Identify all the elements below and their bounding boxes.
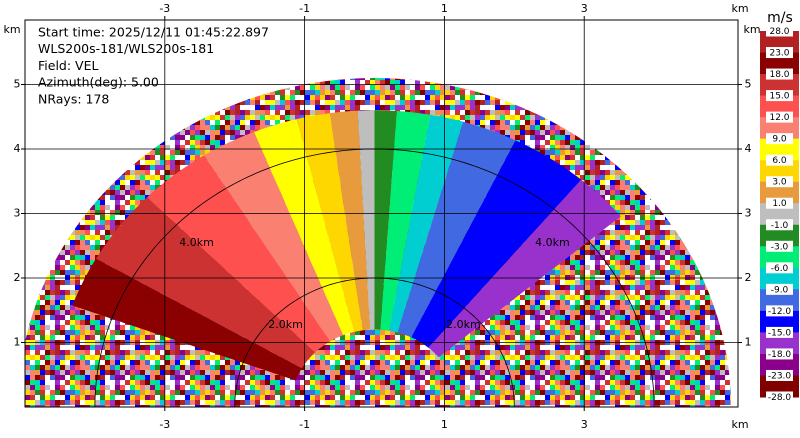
- colorbar-label-box: [766, 262, 793, 274]
- colorbar-label: -3.0: [771, 242, 789, 252]
- colorbar-label: -15.0: [768, 328, 792, 338]
- info-line: NRays: 178: [38, 91, 109, 106]
- info-line: Azimuth(deg): 5.00: [38, 75, 159, 90]
- colorbar-label: -23.0: [768, 371, 792, 381]
- y-tick-label: 2: [14, 271, 21, 284]
- colorbar-label: -9.0: [771, 285, 789, 295]
- velocity-sector: [254, 119, 355, 336]
- colorbar-label-box: [766, 305, 793, 317]
- colorbar-label-box: [766, 369, 793, 381]
- velocity-sector: [374, 110, 397, 330]
- velocity-sector: [428, 179, 621, 358]
- colorbar-label: 15.0: [769, 92, 789, 102]
- x-tick-label: 1: [441, 418, 448, 431]
- velocity-sector: [147, 155, 331, 353]
- velocity-sector: [380, 111, 431, 331]
- colorbar-label: 12.0: [769, 113, 789, 123]
- x-axis-label: km: [731, 418, 748, 431]
- colorbar-label-box: [766, 240, 793, 252]
- colorbar-label-box: [766, 47, 793, 59]
- y-tick-label: 2: [745, 271, 752, 284]
- velocity-sector: [357, 110, 375, 330]
- velocity-sector: [96, 197, 316, 369]
- colorbar-label-box: [766, 176, 793, 188]
- ring-label: 2.0km: [268, 318, 303, 331]
- axes: 2.0km 2.0km 4.0km 4.0km -3 -3 -1 -1 1 1 3 3 1 1 2 2 3 3 4 4…: [3, 2, 799, 431]
- velocity-sector: [397, 121, 516, 338]
- info-line: WLS200s-181/WLS200s-181: [38, 41, 214, 56]
- y-tick-label: 3: [745, 207, 752, 220]
- x-tick-label: 3: [581, 2, 588, 15]
- colorbar-label: -6.0: [771, 264, 789, 274]
- colorbar-label: 1.0: [772, 199, 787, 209]
- colorbar-label-box: [766, 68, 793, 80]
- colorbar-label-box: [766, 154, 793, 166]
- x-tick-label: -3: [159, 2, 170, 15]
- colorbar-label: 18.0: [769, 70, 789, 80]
- x-tick-label: -1: [299, 418, 310, 431]
- x-axis-label: km: [731, 2, 748, 15]
- ring-label: 4.0km: [535, 236, 570, 249]
- plot-frame: [24, 19, 739, 408]
- colorbar-label: -18.0: [768, 350, 792, 360]
- ring-label: 2.0km: [446, 318, 481, 331]
- colorbar-label-box: [766, 283, 793, 295]
- velocity-sector: [296, 113, 363, 332]
- y-axis-label: km: [743, 23, 760, 36]
- ring-label: 4.0km: [179, 236, 214, 249]
- velocity-sector: [204, 131, 344, 342]
- velocity-sector: [72, 258, 302, 381]
- colorbar-label: 6.0: [772, 156, 787, 166]
- x-tick-label: -1: [299, 2, 310, 15]
- colorbar-label-box: [766, 219, 793, 231]
- info-line: Field: VEL: [38, 58, 98, 73]
- colorbar-label: 3.0: [772, 178, 787, 188]
- colorbar-title: m/s: [767, 10, 793, 26]
- colorbar-label-box: [766, 90, 793, 102]
- colorbar-label: -28.0: [768, 393, 792, 403]
- y-axis-label: km: [3, 23, 20, 36]
- colorbar-label: -12.0: [768, 307, 792, 317]
- x-tick-label: 1: [441, 2, 448, 15]
- y-tick-label: 5: [14, 78, 21, 91]
- colorbar-label-box: [766, 197, 793, 209]
- y-tick-label: 1: [745, 336, 752, 349]
- y-tick-label: 5: [745, 78, 752, 91]
- colorbar-label-box: [766, 25, 793, 37]
- colorbar-label: 9.0: [772, 135, 787, 145]
- y-tick-label: 1: [14, 336, 21, 349]
- colorbar-label-box: [766, 391, 793, 403]
- x-tick-label: -3: [159, 418, 170, 431]
- y-tick-label: 4: [14, 142, 21, 155]
- colorbar-label-box: [766, 326, 793, 338]
- colorbar-label-box: [766, 133, 793, 145]
- colorbar-label: -1.0: [771, 221, 789, 231]
- x-tick-label: 3: [581, 418, 588, 431]
- colorbar-label-box: [766, 348, 793, 360]
- y-tick-label: 4: [745, 142, 752, 155]
- colorbar-label: 23.0: [769, 49, 789, 59]
- velocity-sector: [411, 140, 582, 348]
- y-tick-label: 3: [14, 207, 21, 220]
- velocity-sector: [329, 110, 371, 331]
- colorbar-label-box: [766, 111, 793, 123]
- radar-field: [25, 78, 732, 407]
- colorbar-label: 28.0: [769, 27, 789, 37]
- info-line: Start time: 2025/12/11 01:45:22.897: [38, 25, 269, 40]
